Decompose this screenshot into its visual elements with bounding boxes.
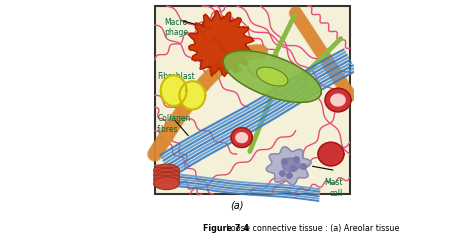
Polygon shape	[266, 147, 311, 185]
Polygon shape	[161, 75, 186, 106]
Text: Collagen
fibres: Collagen fibres	[157, 114, 191, 134]
Polygon shape	[223, 51, 321, 102]
Text: Fibroblast: Fibroblast	[157, 72, 195, 81]
Polygon shape	[325, 88, 351, 112]
Text: (a): (a)	[230, 201, 244, 211]
Text: Loose connective tissue : (a) Areolar tissue: Loose connective tissue : (a) Areolar ti…	[224, 223, 400, 233]
Polygon shape	[331, 94, 345, 106]
Ellipse shape	[154, 173, 180, 186]
Text: Figure 7.4: Figure 7.4	[203, 223, 249, 233]
Polygon shape	[282, 158, 300, 171]
Polygon shape	[256, 67, 288, 86]
FancyBboxPatch shape	[155, 6, 350, 194]
Ellipse shape	[154, 177, 180, 190]
Polygon shape	[180, 81, 205, 109]
Polygon shape	[231, 128, 252, 147]
Ellipse shape	[154, 168, 180, 181]
Polygon shape	[188, 11, 254, 76]
Polygon shape	[236, 133, 247, 143]
Text: Mast
cell: Mast cell	[324, 178, 343, 198]
Polygon shape	[318, 142, 344, 166]
Ellipse shape	[154, 164, 180, 177]
Text: Macro-
phage: Macro- phage	[164, 18, 191, 37]
